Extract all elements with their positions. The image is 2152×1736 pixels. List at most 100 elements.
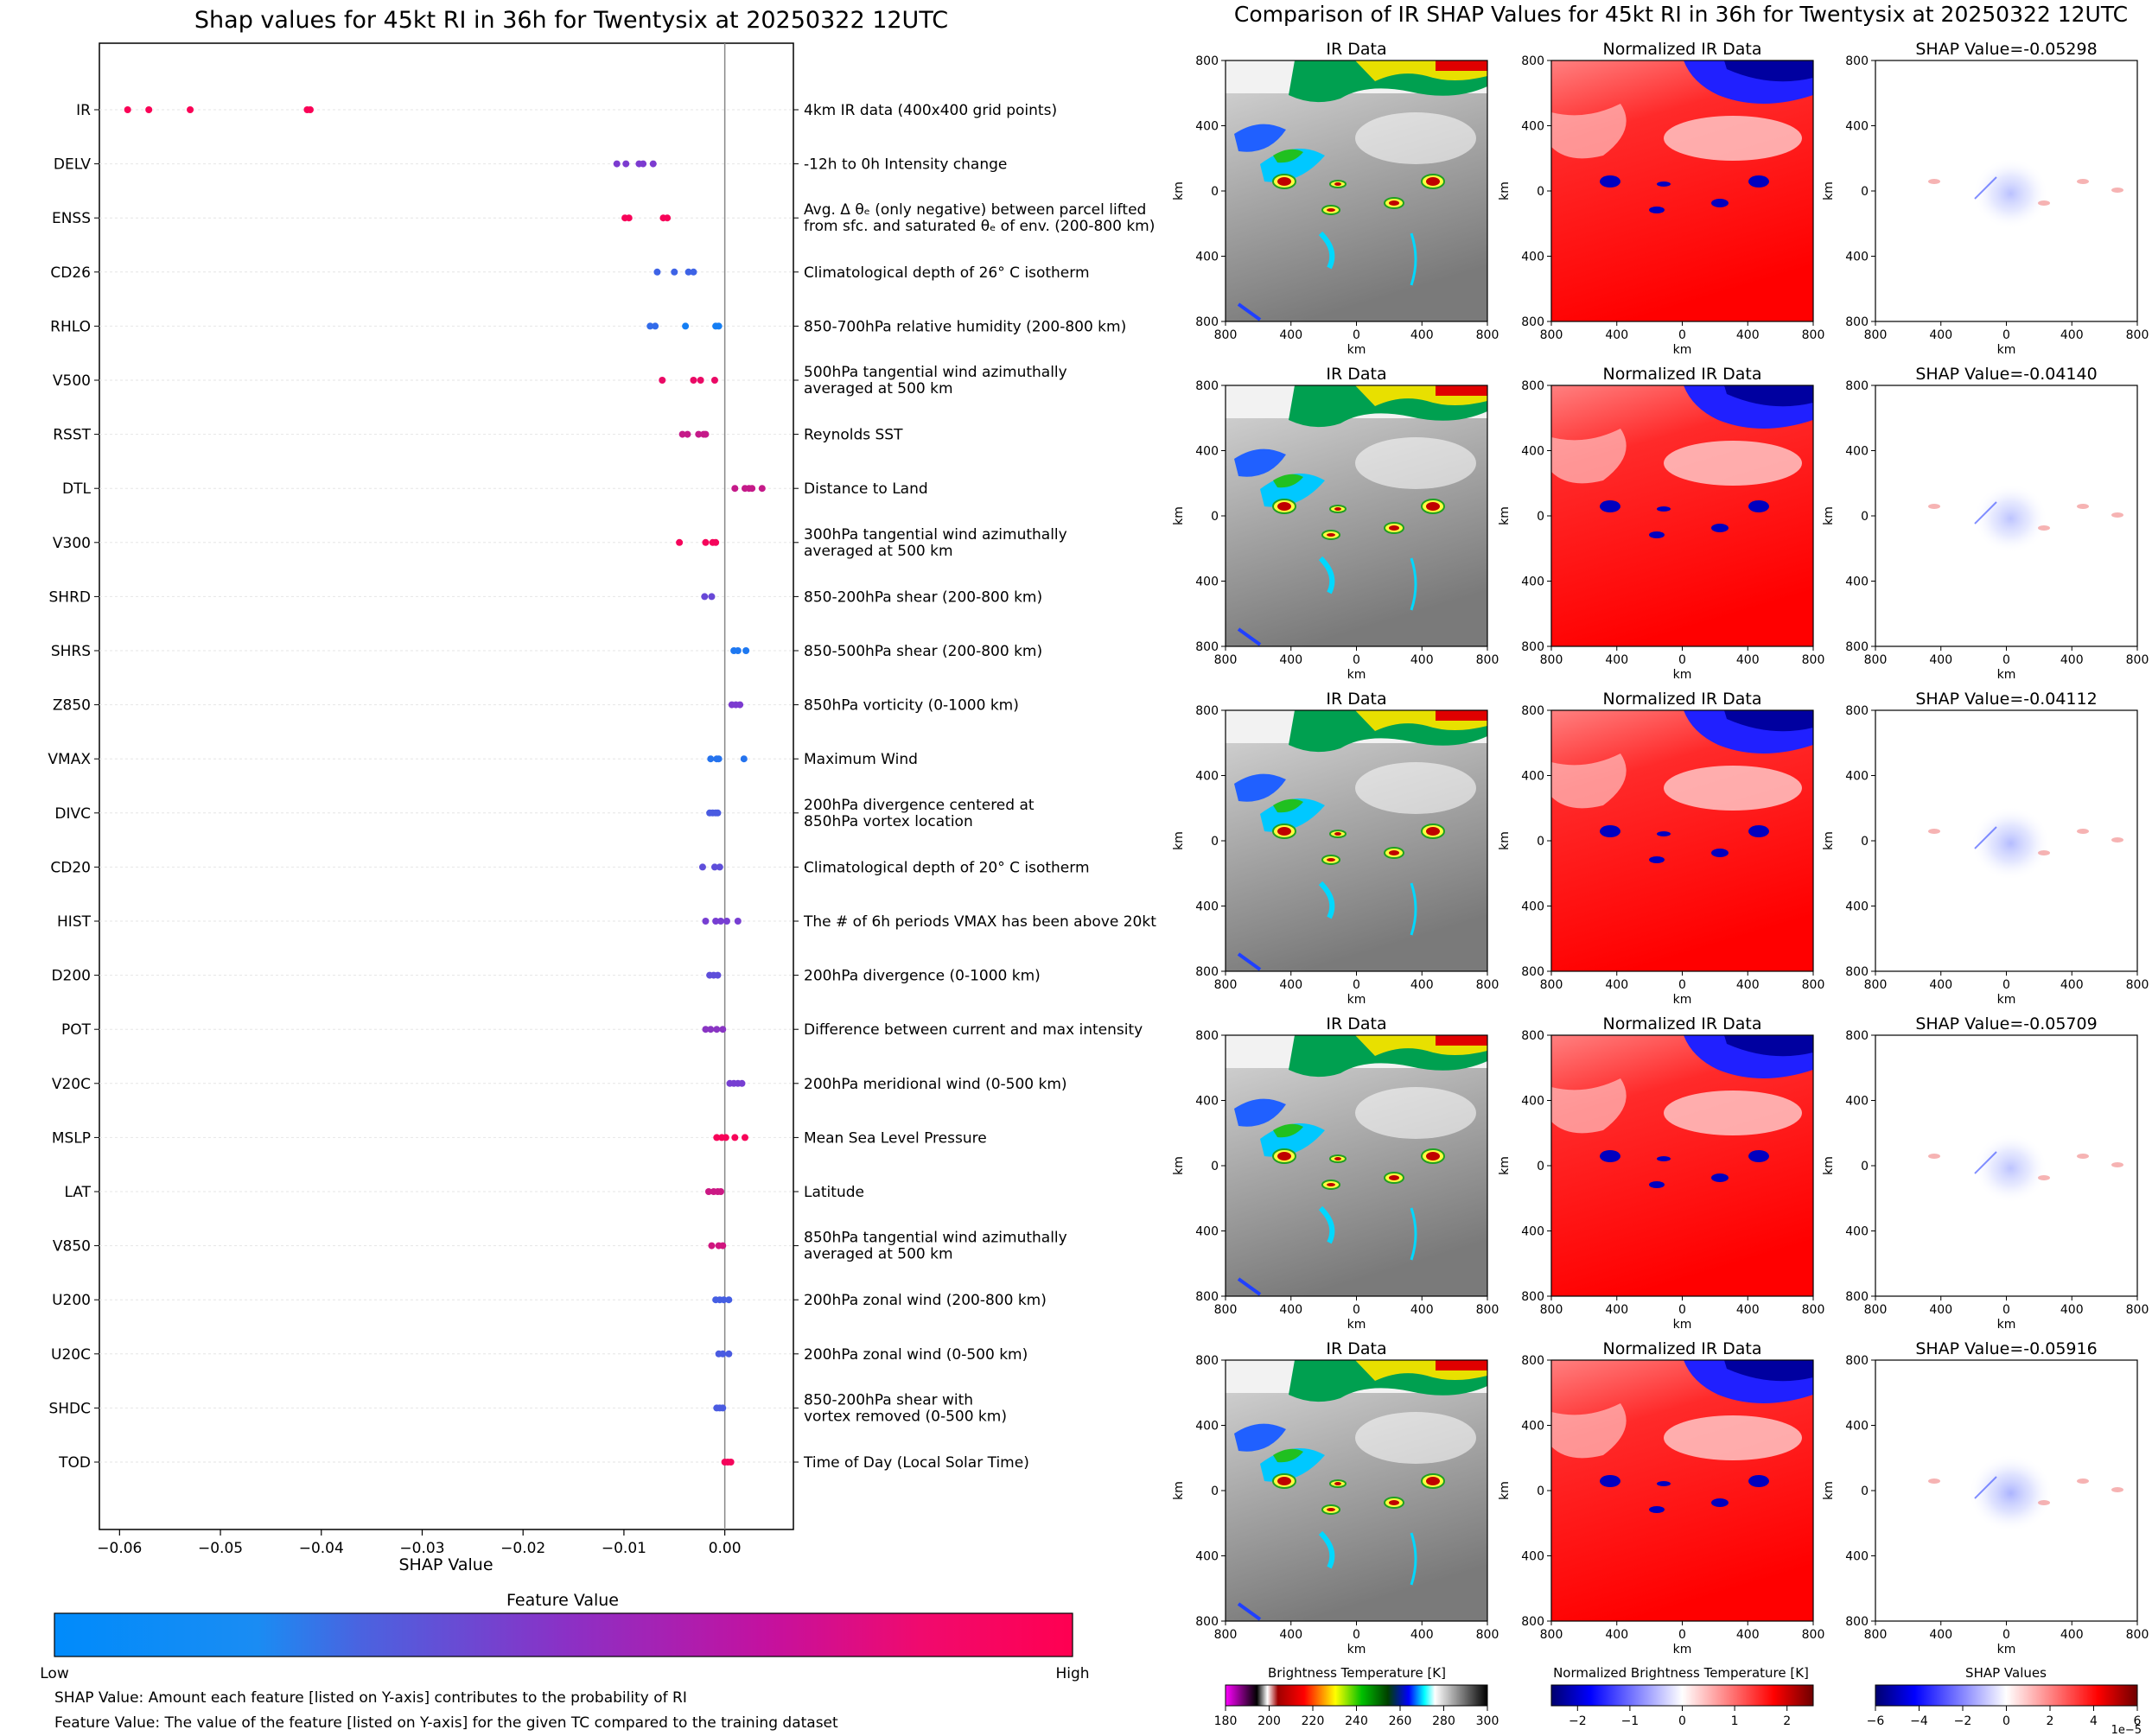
y-axis-label: km [1498,831,1512,850]
y-tick-label: 800 [1521,1354,1544,1368]
x-tick-label: 0 [1678,653,1686,667]
x-tick-label: 800 [1214,1303,1238,1317]
colorbar-tick-label: 1 [1731,1714,1739,1728]
shap-point [719,1026,727,1033]
x-tick-label: 800 [1476,1628,1499,1642]
y-tick-label: 800 [1845,1615,1869,1629]
feature-row: SHRS 850-500hPa shear (200-800 km) [51,643,1042,660]
y-tick-label: 400 [1195,445,1219,459]
shap-point [625,214,633,222]
left-title: Shap values for 45kt RI in 36h for Twent… [194,7,948,34]
storm-core [1389,200,1399,206]
x-axis-label: km [1673,343,1692,357]
norm-background [1551,385,1813,646]
feature-description: Maximum Wind [804,751,918,768]
norm-storm [1748,825,1769,837]
feature-name: U20C [51,1346,91,1364]
y-tick-label: 800 [1195,965,1219,979]
x-axis-label: km [1347,993,1366,1007]
feature-description: 200hPa divergence centered at [804,797,1035,814]
shap-panel: SHAP Value=-0.05709800800400400004004008… [1822,1014,2149,1332]
feature-description: 200hPa divergence (0-1000 km) [804,968,1041,985]
feature-row: D200 200hPa divergence (0-1000 km) [51,968,1040,985]
norm-storm [1649,531,1665,538]
shap-red-spot [2111,837,2123,843]
norm-background [1551,60,1813,321]
feature-name: V500 [53,372,91,390]
shap-point [712,918,720,925]
colorbar-tick-label: 180 [1214,1714,1238,1728]
x-tick-label: 800 [1476,653,1499,667]
shap-point [738,1079,746,1087]
x-axis-ticks: −0.06 −0.05 −0.04 −0.03 −0.02 −0.01 0.00 [97,1529,742,1557]
shap-point [736,701,744,709]
x-tick-label: 400 [1410,1303,1434,1317]
x-tick-label: 0 [2002,653,2010,667]
y-tick-label: 400 [1195,120,1219,134]
y-tick-label: 800 [1845,1290,1869,1304]
y-tick-label: 800 [1521,704,1544,718]
cloud-red [1436,385,1487,396]
norm-storm [1748,1150,1769,1162]
storm-core [1277,827,1291,836]
shap-red-spot [2038,1175,2050,1180]
panel-title: IR Data [1326,1339,1386,1358]
x-tick-label: 400 [1605,653,1628,667]
x-tick-label: 800 [1864,328,1888,342]
cloud-edge [1237,1602,1262,1621]
y-axis-label: km [1822,1156,1836,1175]
normalized-ir-panel: Normalized IR Data8008004004000040040080… [1498,1339,1824,1657]
y-axis-label: km [1498,506,1512,525]
feature-description: vortex removed (0-500 km) [804,1408,1007,1425]
norm-storm [1657,831,1671,836]
y-tick-label: 400 [1195,1550,1219,1564]
shap-colorbar-exponent: 1e−5 [2111,1724,2142,1736]
shap-point [649,160,657,168]
storm-core [1389,525,1399,531]
norm-storm [1649,856,1665,863]
colorbar-high-label: High [1055,1665,1089,1682]
y-tick-label: 0 [1861,1485,1869,1498]
shap-point [640,160,647,168]
y-tick-label: 400 [1521,120,1544,134]
feature-row: U200 200hPa zonal wind (200-800 km) [52,1292,1047,1309]
feature-row: V300 300hPa tangential wind azimuthallyav… [53,526,1067,560]
shap-blue-core [1973,1133,2048,1204]
cloud-blue [1234,773,1286,802]
norm-storm [1600,1150,1620,1162]
norm-storm [1649,207,1665,213]
x-tick-label: 0 [1678,978,1686,992]
norm-cold-core [1724,1035,1813,1057]
x-tick-label: 400 [1929,1303,1952,1317]
feature-row: IR 4km IR data (400x400 grid points) [76,102,1057,119]
colorbar-tick-label: −2 [1569,1714,1587,1728]
shap-red-spot [2077,1478,2089,1484]
x-tick-label: −0.04 [299,1540,344,1557]
shap-panel: SHAP Value=-0.04140800800400400004004008… [1822,365,2149,682]
x-tick-label: 0 [1353,1303,1360,1317]
feature-name: MSLP [52,1129,91,1147]
norm-storm [1711,1498,1729,1507]
normalized-ir-panel: Normalized IR Data8008004004000040040080… [1498,1014,1824,1332]
feature-name: Z850 [53,697,91,715]
shap-point [708,1242,716,1250]
feature-row: VMAX Maximum Wind [48,751,917,768]
cloud-white [1355,762,1476,814]
x-tick-label: 800 [1214,653,1238,667]
cloud-cyan-line [1410,882,1417,936]
right-title: Comparison of IR SHAP Values for 45kt RI… [1234,2,2128,27]
shap-point [187,106,194,113]
y-axis-label: km [1172,1481,1186,1500]
ir-colorbar [1225,1684,1488,1707]
x-tick-label: 800 [1540,1303,1563,1317]
feature-row: DTL Distance to Land [62,480,928,498]
shap-point [710,863,718,871]
x-axis-label: km [1673,1643,1692,1657]
x-tick-label: 400 [1736,978,1760,992]
norm-storm [1711,849,1729,857]
norm-storm [1711,1173,1729,1182]
shap-red-spot [2111,188,2123,193]
y-tick-label: 400 [1195,770,1219,784]
